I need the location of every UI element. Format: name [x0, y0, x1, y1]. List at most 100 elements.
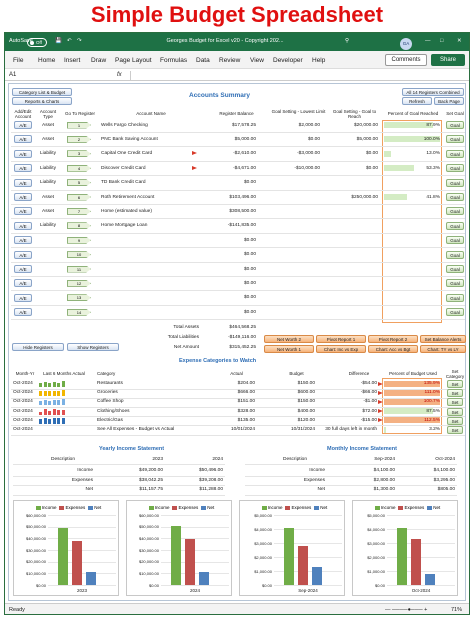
set-goal-button[interactable]: Goal: [446, 236, 464, 245]
net-worth-1-button[interactable]: Net Worth 1: [264, 345, 314, 353]
save-icon[interactable]: 💾: [55, 38, 62, 44]
menu-developer[interactable]: Developer: [273, 57, 303, 64]
chart-acc-vs-bgt-button[interactable]: Chart: Acc vs Bgt: [368, 345, 418, 353]
set-goal-button[interactable]: Goal: [446, 164, 464, 173]
name-box[interactable]: A1: [9, 72, 17, 78]
expense-category: Restaurants: [97, 381, 123, 386]
refresh-button[interactable]: Refresh: [402, 97, 432, 105]
autosave-toggle[interactable]: Off: [27, 38, 47, 47]
add-edit-account-button[interactable]: A/E: [14, 236, 32, 245]
menu-data[interactable]: Data: [196, 57, 210, 64]
share-button[interactable]: Share: [431, 54, 465, 66]
category-list-button[interactable]: Category List & Budget: [12, 88, 72, 96]
set-goal-button[interactable]: Goal: [446, 308, 464, 317]
go-to-register-button[interactable]: 12: [67, 279, 91, 287]
fx-icon[interactable]: fx: [117, 72, 122, 78]
expense-category: See All Expenses - Budget vs Actual: [97, 427, 175, 432]
expense-budget: $150.00: [297, 399, 315, 405]
chart-ty-vs-ly-button[interactable]: Chart: TY vs LY: [420, 345, 466, 353]
add-edit-account-button[interactable]: A/E: [14, 121, 32, 129]
menu-home[interactable]: Home: [38, 57, 56, 64]
go-to-register-button[interactable]: 7: [67, 207, 91, 215]
menu-view[interactable]: View: [250, 57, 264, 64]
set-goal-button[interactable]: Goal: [446, 135, 464, 144]
set-goal-button[interactable]: Goal: [446, 250, 464, 259]
menu-draw[interactable]: Draw: [91, 57, 107, 64]
set-category-button[interactable]: Set: [447, 426, 463, 434]
maximize-icon[interactable]: □: [440, 38, 444, 44]
row-divider: [11, 290, 465, 292]
set-category-button[interactable]: Set: [447, 407, 463, 416]
set-goal-button[interactable]: Goal: [446, 121, 464, 129]
sparkline-bar: [52, 391, 56, 397]
undo-icon[interactable]: ↶: [67, 38, 72, 44]
zoom-slider[interactable]: — ────●─── +: [385, 607, 428, 613]
menu-help[interactable]: Help: [312, 57, 326, 64]
add-edit-account-button[interactable]: A/E: [14, 207, 32, 216]
add-edit-account-button[interactable]: A/E: [14, 308, 32, 317]
show-registers-button[interactable]: Show Registers: [67, 343, 119, 351]
go-to-register-button[interactable]: 9: [67, 236, 91, 244]
set-goal-button[interactable]: Goal: [446, 207, 464, 216]
menu-insert[interactable]: Insert: [64, 57, 81, 64]
set-category-button[interactable]: Set: [447, 398, 463, 407]
pivot-report-2-button[interactable]: Pivot Report 2: [368, 335, 418, 343]
go-to-register-button[interactable]: 6: [67, 193, 91, 201]
reports-charts-button[interactable]: Reports & Charts: [12, 97, 72, 105]
add-edit-account-button[interactable]: A/E: [14, 135, 32, 144]
expense-actual: $204.00: [237, 381, 255, 386]
add-edit-account-button[interactable]: A/E: [14, 265, 32, 273]
minimize-icon[interactable]: —: [425, 38, 431, 44]
go-to-register-button[interactable]: 14: [67, 308, 91, 316]
hide-registers-button[interactable]: Hide Registers: [12, 343, 64, 351]
close-icon[interactable]: ✕: [457, 38, 462, 44]
menu-formulas[interactable]: Formulas: [160, 57, 188, 64]
set-goal-button[interactable]: Goal: [446, 221, 464, 230]
go-to-register-button[interactable]: 1: [67, 121, 91, 129]
set-balance-alerts-button[interactable]: Set Balance Alerts: [420, 335, 466, 343]
add-edit-account-button[interactable]: A/E: [14, 293, 32, 302]
comments-button[interactable]: Comments: [385, 54, 427, 66]
all-registers-button[interactable]: All 14 Registers Combined: [402, 88, 464, 96]
avatar[interactable]: GA: [400, 38, 412, 50]
chart-inc-vs-exp-button[interactable]: Chart: Inc vs Exp: [316, 345, 366, 353]
go-to-register-button[interactable]: 5: [67, 179, 91, 187]
menu-file[interactable]: File: [13, 57, 24, 64]
go-to-register-button[interactable]: 10: [67, 251, 91, 259]
set-category-button[interactable]: Set: [447, 380, 463, 388]
add-edit-account-button[interactable]: A/E: [14, 149, 32, 158]
set-goal-button[interactable]: Goal: [446, 193, 464, 201]
menu-review[interactable]: Review: [219, 57, 241, 64]
sparkline-bar: [61, 418, 65, 424]
menu-page-layout[interactable]: Page Layout: [115, 57, 152, 64]
add-edit-account-button[interactable]: A/E: [14, 279, 32, 288]
redo-icon[interactable]: ↷: [77, 38, 82, 44]
go-to-register-button[interactable]: 11: [67, 265, 91, 273]
formula-input[interactable]: [130, 71, 466, 80]
monthly-row-value: $3,295.00: [433, 477, 455, 483]
set-goal-button[interactable]: Goal: [446, 265, 464, 273]
go-to-register-button[interactable]: 8: [67, 222, 91, 230]
net-worth-2-button[interactable]: Net Worth 2: [264, 335, 314, 343]
go-to-register-button[interactable]: 4: [67, 164, 91, 172]
go-to-register-button[interactable]: 3: [67, 150, 91, 158]
register-balance: -$141,835.00: [227, 223, 256, 229]
set-goal-button[interactable]: Goal: [446, 149, 464, 158]
back-page-button[interactable]: Back Page: [434, 97, 464, 105]
add-edit-account-button[interactable]: A/E: [14, 178, 32, 187]
pivot-report-1-button[interactable]: Pivot Report 1: [316, 335, 366, 343]
add-edit-account-button[interactable]: A/E: [14, 193, 32, 201]
set-goal-button[interactable]: Goal: [446, 178, 464, 187]
set-category-button[interactable]: Set: [447, 416, 463, 425]
go-to-register-button[interactable]: 13: [67, 294, 91, 302]
row-divider: [11, 416, 465, 418]
set-goal-button[interactable]: Goal: [446, 293, 464, 302]
add-edit-account-button[interactable]: A/E: [14, 250, 32, 259]
gridline: [48, 585, 116, 586]
search-icon[interactable]: ⚲: [345, 38, 350, 44]
set-goal-button[interactable]: Goal: [446, 279, 464, 288]
go-to-register-button[interactable]: 2: [67, 135, 91, 143]
add-edit-account-button[interactable]: A/E: [14, 221, 32, 230]
add-edit-account-button[interactable]: A/E: [14, 164, 32, 173]
set-category-button[interactable]: Set: [447, 389, 463, 398]
